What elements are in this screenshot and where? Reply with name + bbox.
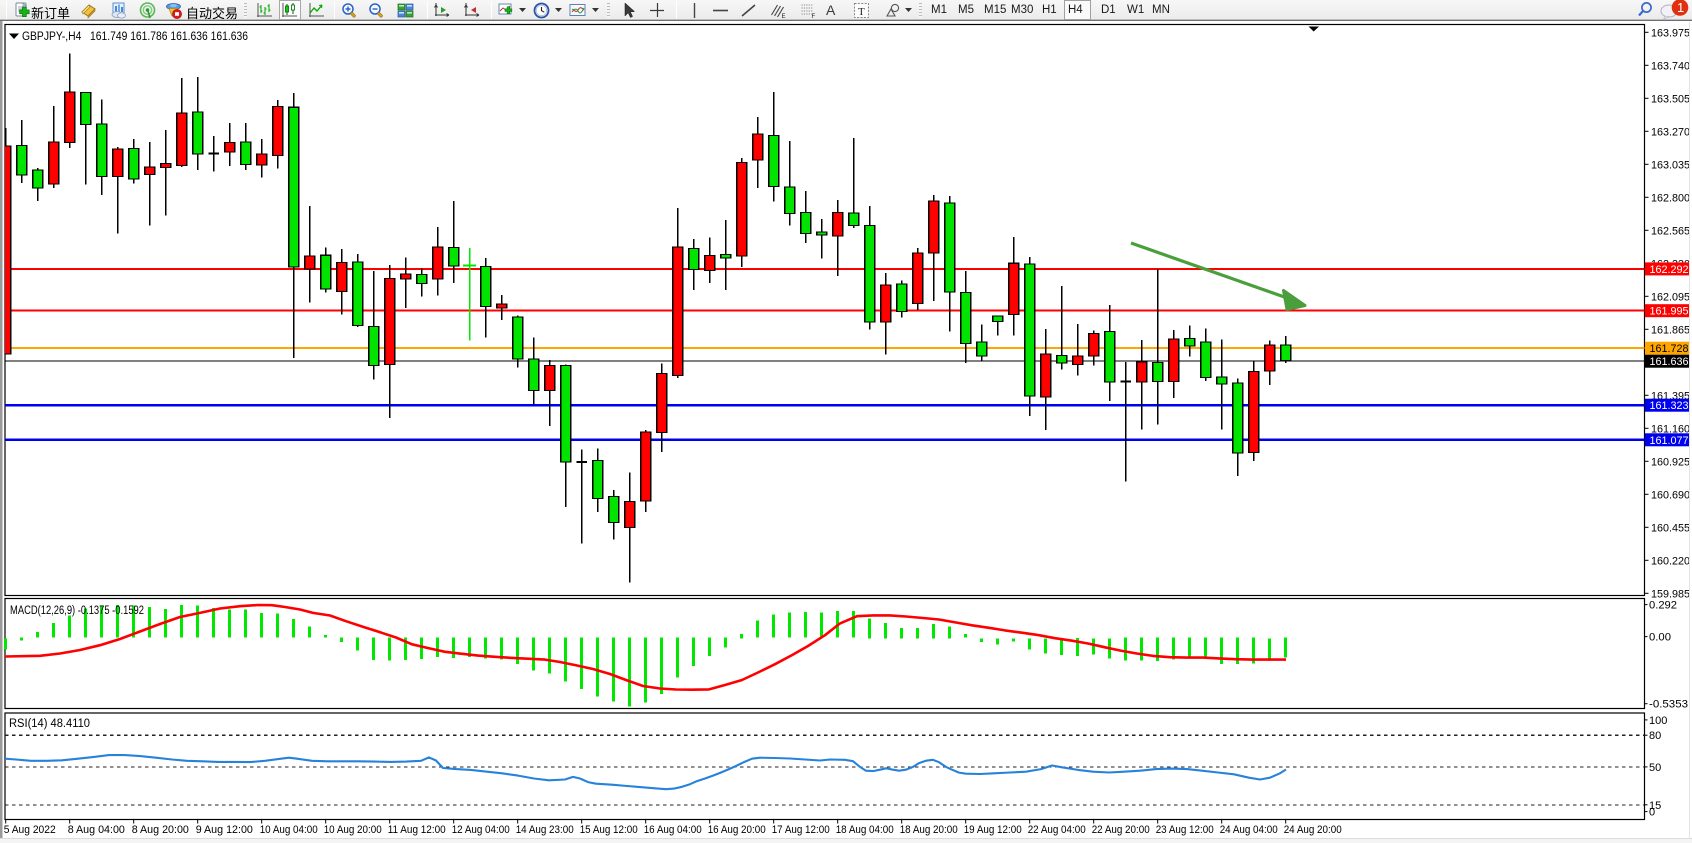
svg-text:161.728: 161.728 bbox=[1650, 343, 1689, 355]
svg-text:11 Aug 12:00: 11 Aug 12:00 bbox=[388, 824, 446, 836]
svg-text:80: 80 bbox=[1649, 730, 1661, 742]
svg-text:22 Aug 04:00: 22 Aug 04:00 bbox=[1028, 824, 1086, 836]
svg-text:5 Aug 2022: 5 Aug 2022 bbox=[4, 824, 56, 836]
svg-text:161.995: 161.995 bbox=[1650, 306, 1689, 318]
svg-text:E: E bbox=[782, 14, 786, 19]
svg-text:162.292: 162.292 bbox=[1650, 264, 1689, 276]
svg-text:10 Aug 04:00: 10 Aug 04:00 bbox=[260, 824, 318, 836]
svg-text:163.975: 163.975 bbox=[1651, 27, 1690, 39]
svg-text:22 Aug 20:00: 22 Aug 20:00 bbox=[1092, 824, 1150, 836]
svg-text:24 Aug 04:00: 24 Aug 04:00 bbox=[1220, 824, 1278, 836]
svg-text:160.925: 160.925 bbox=[1651, 456, 1690, 468]
svg-text:16 Aug 04:00: 16 Aug 04:00 bbox=[644, 824, 702, 836]
svg-text:100: 100 bbox=[1649, 715, 1667, 727]
svg-text:23 Aug 12:00: 23 Aug 12:00 bbox=[1156, 824, 1214, 836]
svg-text:161.160: 161.160 bbox=[1651, 423, 1690, 435]
svg-text:16 Aug 20:00: 16 Aug 20:00 bbox=[708, 824, 766, 836]
svg-text:24 Aug 20:00: 24 Aug 20:00 bbox=[1284, 824, 1342, 836]
svg-text:160.690: 160.690 bbox=[1651, 489, 1690, 501]
svg-text:12 Aug 04:00: 12 Aug 04:00 bbox=[452, 824, 510, 836]
svg-text:10 Aug 20:00: 10 Aug 20:00 bbox=[324, 824, 382, 836]
svg-text:MACD(12,26,9) -0.1375 -0.1592: MACD(12,26,9) -0.1375 -0.1592 bbox=[10, 605, 144, 617]
svg-text:161.865: 161.865 bbox=[1651, 324, 1690, 336]
svg-text:162.565: 162.565 bbox=[1651, 225, 1690, 237]
svg-text:8 Aug 04:00: 8 Aug 04:00 bbox=[68, 824, 125, 836]
svg-text:17 Aug 12:00: 17 Aug 12:00 bbox=[772, 824, 830, 836]
svg-text:8 Aug 20:00: 8 Aug 20:00 bbox=[132, 824, 189, 836]
svg-text:0: 0 bbox=[1649, 807, 1655, 819]
svg-text:0.292: 0.292 bbox=[1649, 600, 1677, 612]
svg-text:161.323: 161.323 bbox=[1650, 400, 1689, 412]
svg-text:9 Aug 12:00: 9 Aug 12:00 bbox=[196, 824, 253, 836]
svg-text:161.077: 161.077 bbox=[1650, 435, 1689, 447]
svg-text:162.095: 162.095 bbox=[1651, 291, 1690, 303]
svg-text:T: T bbox=[858, 6, 865, 18]
svg-text:163.270: 163.270 bbox=[1651, 126, 1690, 138]
svg-text:-0.5353: -0.5353 bbox=[1649, 699, 1688, 711]
svg-text:50: 50 bbox=[1649, 762, 1661, 774]
svg-text:GBPJPY-,H4 161.749 161.786 1: GBPJPY-,H4 161.749 161.786 161.636 161.6… bbox=[22, 31, 248, 43]
svg-text:163.740: 163.740 bbox=[1651, 60, 1690, 72]
svg-text:19 Aug 12:00: 19 Aug 12:00 bbox=[964, 824, 1022, 836]
svg-text:15 Aug 12:00: 15 Aug 12:00 bbox=[580, 824, 638, 836]
svg-text:161.636: 161.636 bbox=[1650, 356, 1689, 368]
svg-text:0.00: 0.00 bbox=[1649, 632, 1671, 644]
svg-text:162.800: 162.800 bbox=[1651, 192, 1690, 204]
svg-text:18 Aug 04:00: 18 Aug 04:00 bbox=[836, 824, 894, 836]
svg-text:RSI(14) 48.4110: RSI(14) 48.4110 bbox=[9, 718, 90, 730]
svg-text:1: 1 bbox=[1677, 0, 1684, 15]
svg-text:160.455: 160.455 bbox=[1651, 522, 1690, 534]
svg-text:159.985: 159.985 bbox=[1651, 588, 1690, 600]
svg-text:15: 15 bbox=[1649, 800, 1661, 812]
svg-text:163.505: 163.505 bbox=[1651, 93, 1690, 105]
svg-text:F: F bbox=[812, 14, 816, 19]
svg-text:163.035: 163.035 bbox=[1651, 159, 1690, 171]
svg-text:18 Aug 20:00: 18 Aug 20:00 bbox=[900, 824, 958, 836]
svg-text:14 Aug 23:00: 14 Aug 23:00 bbox=[516, 824, 574, 836]
svg-text:160.220: 160.220 bbox=[1651, 555, 1690, 567]
